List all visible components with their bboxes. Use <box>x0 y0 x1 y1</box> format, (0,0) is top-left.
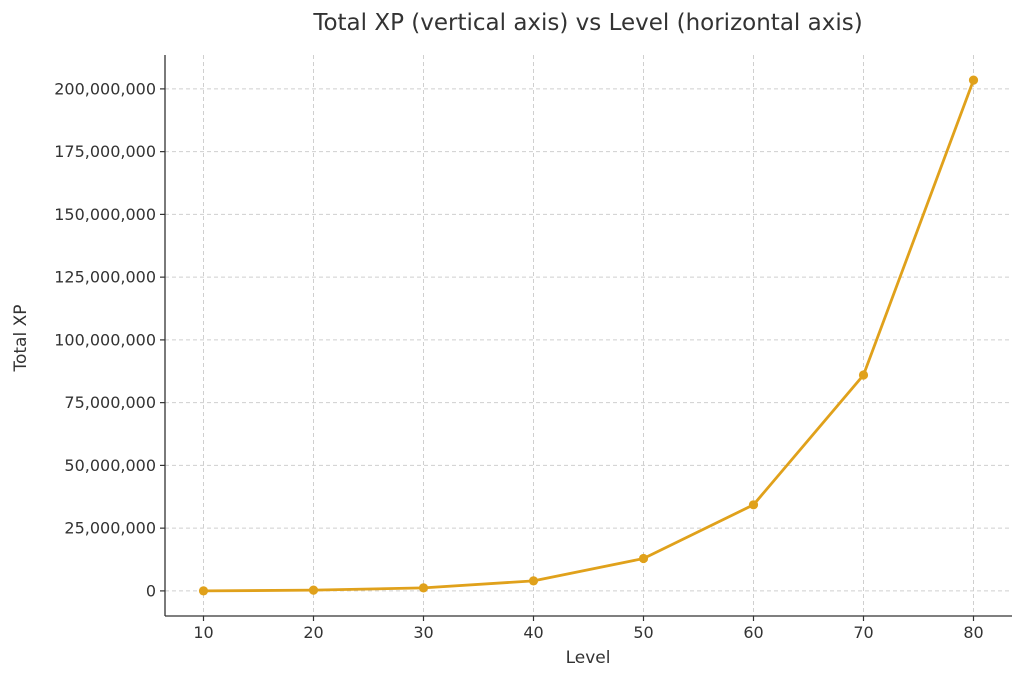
x-tick-label: 70 <box>853 623 873 642</box>
y-tick-label: 100,000,000 <box>54 330 156 349</box>
y-tick-label: 200,000,000 <box>54 79 156 98</box>
y-tick-label: 75,000,000 <box>64 393 156 412</box>
y-tick-label: 50,000,000 <box>64 456 156 475</box>
y-tick-label: 0 <box>146 581 156 600</box>
y-tick-label: 175,000,000 <box>54 142 156 161</box>
data-point <box>748 500 759 510</box>
y-tick-label: 25,000,000 <box>64 519 156 538</box>
data-point <box>858 370 869 380</box>
data-point <box>528 576 539 586</box>
data-point <box>308 585 319 595</box>
series-layer <box>198 75 979 596</box>
x-tick-label: 50 <box>633 623 653 642</box>
y-tick-label: 150,000,000 <box>54 205 156 224</box>
x-axis-label: Level <box>566 648 611 668</box>
y-axis-ticks: 0 25,000,000 50,000,000 75,000,000 100,000,0… <box>54 79 165 600</box>
x-tick-label: 30 <box>413 623 433 642</box>
data-point <box>968 75 979 85</box>
x-tick-label: 10 <box>193 623 213 642</box>
y-tick-label: 125,000,000 <box>54 268 156 287</box>
x-tick-label: 40 <box>523 623 543 642</box>
y-axis-label: Total XP <box>11 304 31 372</box>
x-tick-label: 80 <box>963 623 983 642</box>
x-axis-ticks: 10 20 30 40 50 60 70 80 <box>193 616 984 642</box>
series-line <box>202 78 975 593</box>
data-point <box>198 586 209 596</box>
grid <box>165 55 1012 616</box>
axes <box>164 55 1012 617</box>
x-tick-label: 20 <box>303 623 323 642</box>
data-point <box>638 553 649 564</box>
x-tick-label: 60 <box>743 623 763 642</box>
chart-title: Total XP (vertical axis) vs Level (horiz… <box>312 10 862 36</box>
data-point <box>418 583 429 593</box>
